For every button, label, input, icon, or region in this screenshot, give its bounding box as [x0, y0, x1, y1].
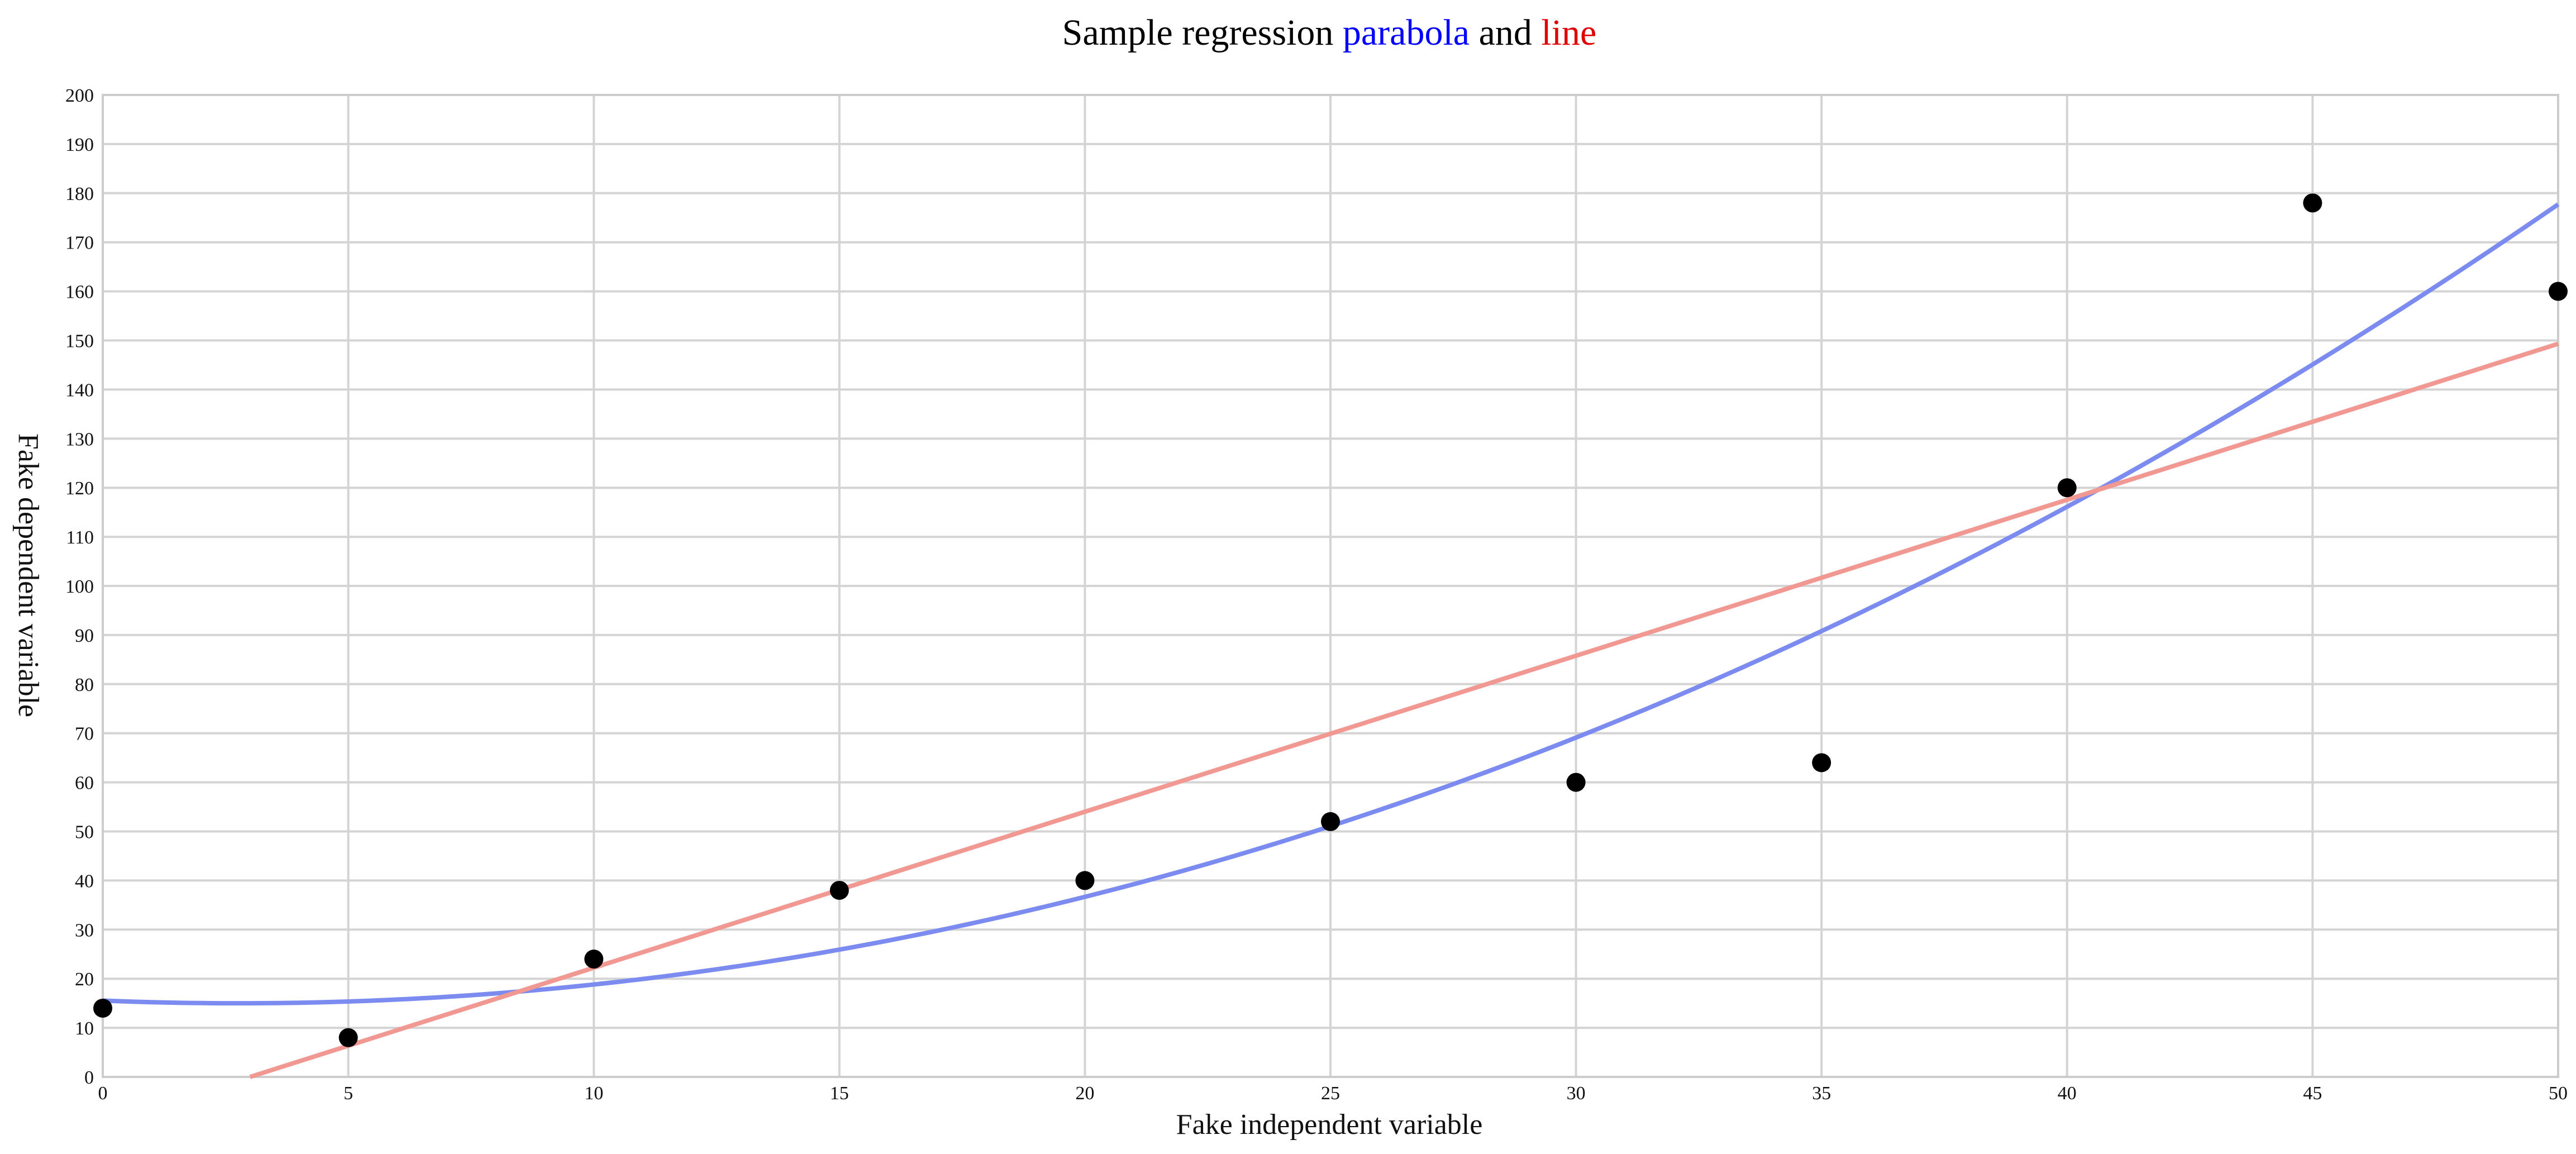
- plot-frame: [102, 94, 2559, 1078]
- y-tick-label: 140: [65, 380, 94, 400]
- x-tick-label: 50: [2549, 1083, 2568, 1104]
- x-tick-label: 15: [830, 1083, 849, 1104]
- y-tick-label: 90: [75, 626, 94, 646]
- linear-fit-line: [249, 341, 2559, 1079]
- title-part-parabola: parabola: [1343, 12, 1470, 53]
- y-tick-label: 170: [65, 233, 94, 254]
- data-point: [584, 950, 604, 969]
- data-point: [2549, 282, 2568, 301]
- data-point: [2303, 193, 2322, 213]
- y-tick-label: 100: [65, 576, 94, 597]
- data-points: [93, 193, 2568, 1047]
- x-tick-label: 45: [2303, 1083, 2322, 1104]
- y-tick-label: 110: [66, 527, 94, 548]
- y-tick-label: 80: [75, 675, 94, 695]
- x-tick-label: 40: [2058, 1083, 2077, 1104]
- data-point: [1812, 753, 1831, 772]
- title-part-line: line: [1541, 12, 1596, 53]
- data-point: [1321, 812, 1340, 831]
- y-tick-label: 10: [75, 1018, 94, 1039]
- y-tick-label: 120: [65, 478, 94, 499]
- x-tick-label: 5: [344, 1083, 353, 1104]
- x-tick-label: 25: [1321, 1083, 1340, 1104]
- y-tick-label: 0: [84, 1067, 94, 1088]
- y-tick-label: 30: [75, 920, 94, 941]
- x-tick-label: 30: [1567, 1083, 1586, 1104]
- x-tick-label: 10: [584, 1083, 603, 1104]
- x-tick-label: 35: [1812, 1083, 1831, 1104]
- data-point: [93, 998, 112, 1018]
- y-tick-label: 20: [75, 969, 94, 990]
- x-tick-label: 20: [1075, 1083, 1094, 1104]
- y-tick-label: 200: [65, 85, 94, 106]
- y-axis-title: Fake dependent variable: [12, 433, 44, 717]
- data-point: [2057, 478, 2077, 498]
- y-tick-label: 160: [65, 282, 94, 303]
- data-point: [829, 880, 849, 900]
- y-tick-label: 50: [75, 822, 94, 843]
- data-point: [1075, 871, 1095, 890]
- y-tick-label: 40: [75, 871, 94, 891]
- y-tick-label: 70: [75, 724, 94, 745]
- y-tick-label: 180: [65, 184, 94, 204]
- data-point: [1566, 772, 1586, 792]
- x-axis-title: Fake independent variable: [1176, 1109, 1483, 1141]
- tick-labels: 0 5 10 15 20 25 30 35 40 45 50 0 10 20 30 40 50 60 70 80 90 1…: [65, 85, 2568, 1104]
- chart-title: Sample regression parabola and line: [1062, 12, 1597, 53]
- title-part-plain-2: and: [1470, 12, 1541, 53]
- y-tick-label: 60: [75, 773, 94, 794]
- grid: [102, 94, 2559, 1078]
- x-tick-label: 0: [98, 1083, 108, 1104]
- y-tick-label: 150: [65, 331, 94, 352]
- title-part-plain-1: Sample regression: [1062, 12, 1343, 53]
- y-tick-label: 190: [65, 135, 94, 155]
- axes: [102, 94, 2559, 1078]
- data-point: [338, 1028, 358, 1047]
- y-tick-label: 130: [65, 429, 94, 450]
